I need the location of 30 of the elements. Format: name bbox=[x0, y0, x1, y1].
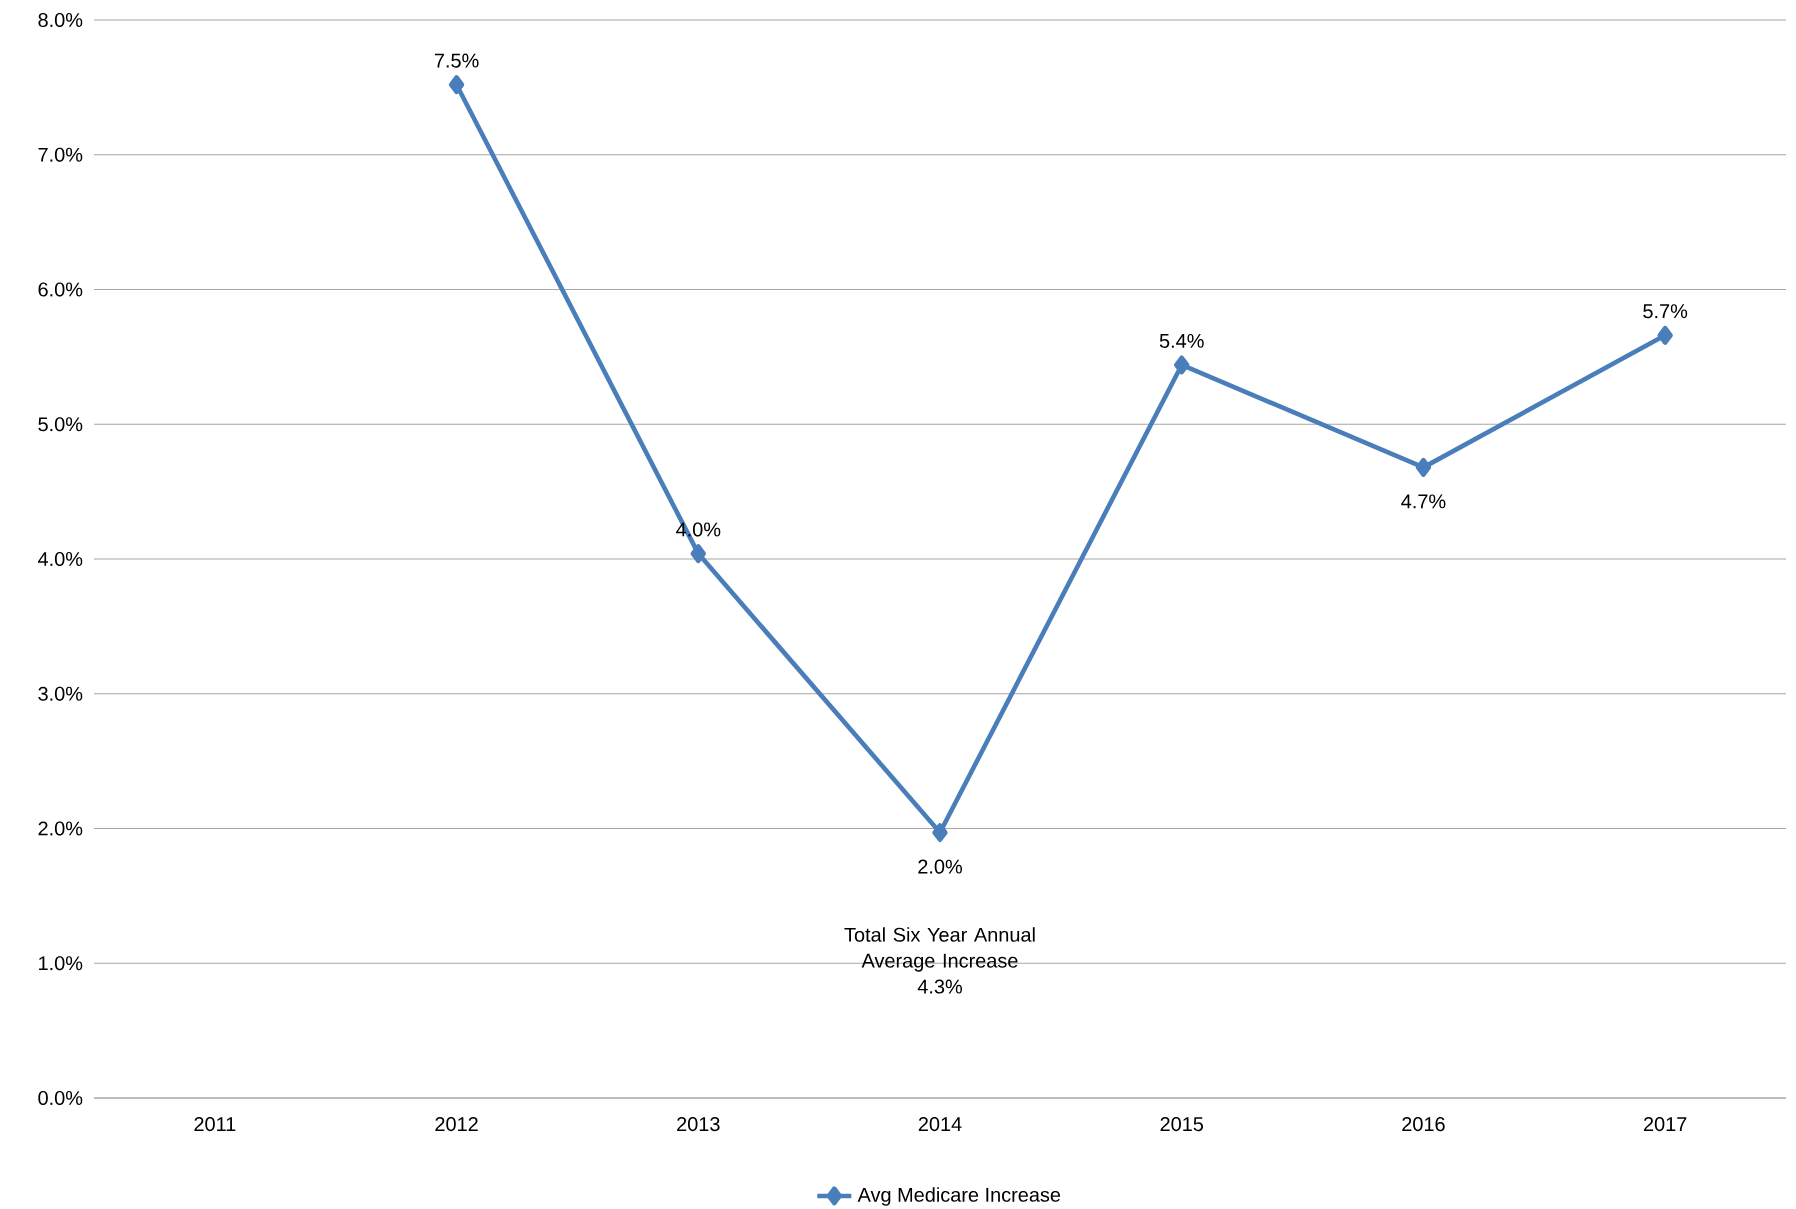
annotation: Total Six Year Annual Average Increase bbox=[844, 927, 1035, 972]
y-tick-label: 2.0% bbox=[38, 821, 83, 836]
y-tick-label: 6.0% bbox=[38, 282, 83, 297]
y-tick-label: 1.0% bbox=[39, 956, 83, 971]
y-tick-label: 8.0% bbox=[38, 12, 83, 28]
x-tick-label: 2011 bbox=[194, 1117, 236, 1132]
x-tick-label: 2013 bbox=[677, 1117, 720, 1132]
annotation: 4.3% bbox=[917, 979, 963, 994]
data-label: 4.7% bbox=[1401, 494, 1446, 509]
point bbox=[1657, 325, 1673, 345]
legend-label: Avg Medicare Increase bbox=[857, 1187, 1061, 1206]
point bbox=[1415, 457, 1432, 477]
point bbox=[690, 544, 706, 564]
x-tick-label: 2016 bbox=[1402, 1117, 1445, 1132]
y-tick-label: 7.0% bbox=[38, 147, 83, 162]
data-label: 2.0% bbox=[918, 859, 963, 874]
x-tick-label: 2017 bbox=[1643, 1117, 1687, 1132]
x-tick-label: 2014 bbox=[918, 1117, 962, 1132]
x-tick-label: 2015 bbox=[1160, 1117, 1204, 1132]
point bbox=[1174, 355, 1190, 375]
x-tick-label: 2012 bbox=[435, 1117, 478, 1132]
data-label: 5.4% bbox=[1159, 333, 1204, 348]
point bbox=[448, 75, 465, 95]
y-tick-label: 0.0% bbox=[38, 1090, 83, 1106]
data-label: 7.5% bbox=[434, 53, 479, 68]
point bbox=[932, 823, 948, 843]
y-tick-label: 4.0% bbox=[38, 551, 83, 567]
y-tick-label: 5.0% bbox=[38, 417, 83, 432]
data-label: 5.7% bbox=[1643, 304, 1688, 319]
y-tick-label: 3.0% bbox=[38, 686, 83, 701]
